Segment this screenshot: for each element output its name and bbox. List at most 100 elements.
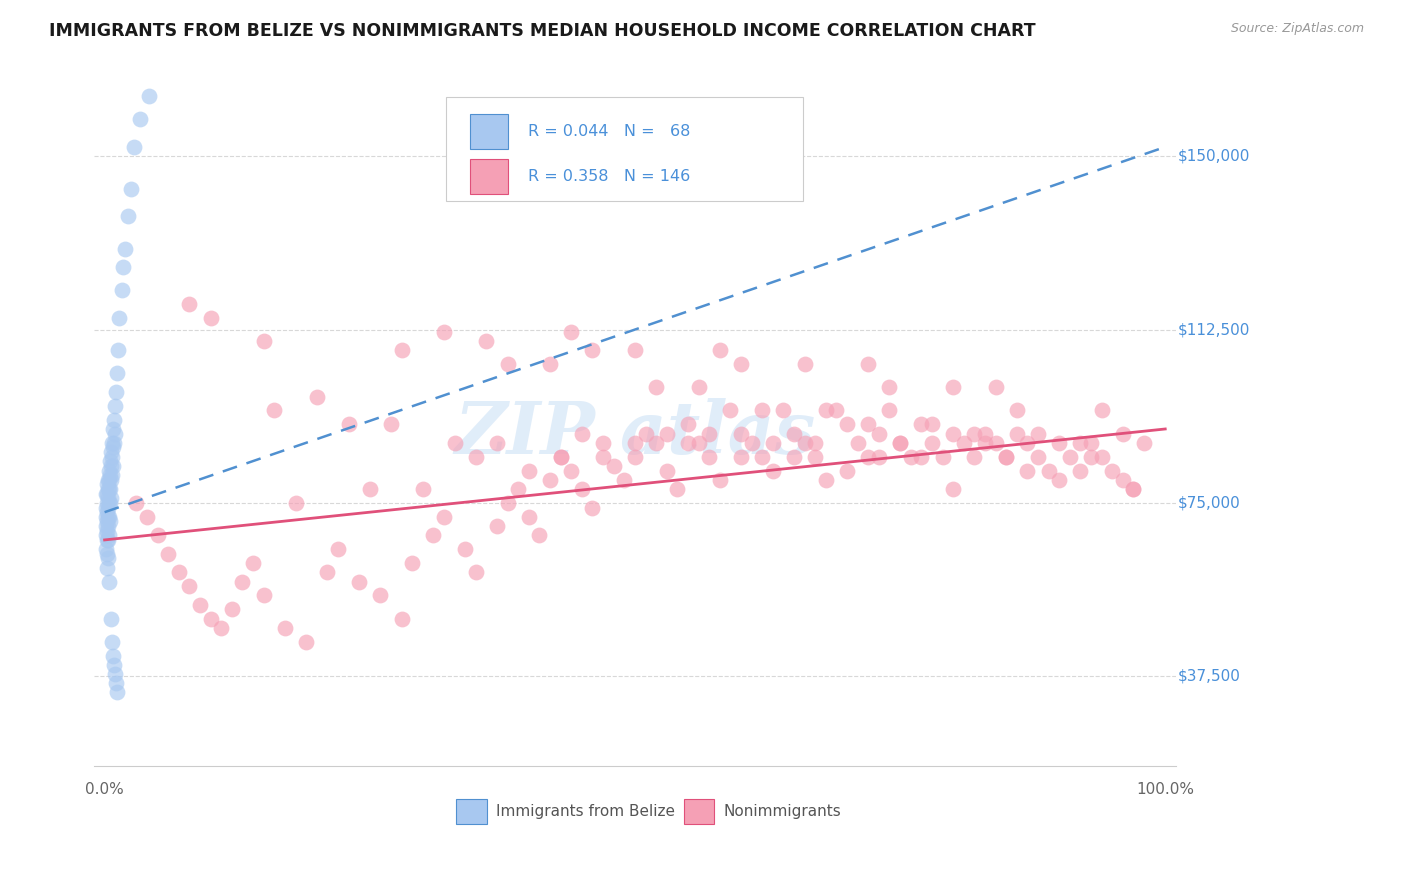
Point [100,458,122,473]
Point [105,367,128,381]
Point [634,426,657,441]
Point [1112,426,1135,441]
Text: $150,000: $150,000 [1178,149,1250,164]
Point [560,325,582,339]
Point [97,509,120,524]
Point [305,390,328,404]
Point [1047,473,1070,487]
Point [179,297,201,311]
Point [98,468,121,483]
Point [942,426,965,441]
Point [814,473,837,487]
Point [592,435,614,450]
Point [655,464,678,478]
Text: $37,500: $37,500 [1178,669,1241,684]
Point [101,648,124,663]
Point [94,509,117,524]
Point [868,450,890,464]
Point [433,509,456,524]
Point [688,435,710,450]
Point [101,441,124,455]
Point [858,450,880,464]
Point [751,450,773,464]
Point [128,112,150,127]
Point [200,611,222,625]
Point [401,556,423,570]
Point [138,89,160,103]
Point [517,509,540,524]
Point [433,325,456,339]
Point [111,260,134,275]
Point [97,482,120,496]
Point [188,598,211,612]
Text: ZIP atlas: ZIP atlas [454,398,815,469]
Point [645,435,668,450]
Point [104,426,127,441]
Point [100,445,122,459]
Point [1026,426,1049,441]
FancyBboxPatch shape [446,97,803,202]
Point [889,435,911,450]
Point [624,450,647,464]
Point [814,403,837,417]
Point [550,450,572,464]
Text: $112,500: $112,500 [1178,322,1250,337]
Point [995,450,1018,464]
Point [100,473,122,487]
Point [105,384,128,399]
Point [858,357,880,371]
Point [921,435,943,450]
Point [666,482,689,496]
Point [391,343,413,358]
Point [120,181,142,195]
Point [751,403,773,417]
Point [107,343,129,358]
Point [103,413,125,427]
Point [114,242,136,256]
Point [263,403,285,417]
Text: IMMIGRANTS FROM BELIZE VS NONIMMIGRANTS MEDIAN HOUSEHOLD INCOME CORRELATION CHAR: IMMIGRANTS FROM BELIZE VS NONIMMIGRANTS … [49,22,1036,40]
Point [1112,473,1135,487]
Point [101,468,124,483]
Point [97,574,120,589]
Point [560,464,582,478]
Point [96,505,118,519]
Point [952,435,974,450]
FancyBboxPatch shape [471,114,509,149]
Point [94,500,117,515]
Point [921,417,943,432]
Point [592,450,614,464]
Point [97,473,120,487]
Point [94,486,117,500]
Point [846,435,869,450]
Point [475,334,498,348]
Point [835,464,858,478]
Point [676,435,699,450]
Point [496,496,519,510]
Point [835,417,858,432]
Point [984,435,1007,450]
Point [825,403,848,417]
Point [96,560,118,574]
Point [879,403,901,417]
Point [105,685,128,699]
Point [730,357,752,371]
Point [879,380,901,394]
Point [984,380,1007,394]
Point [97,464,120,478]
Point [347,574,370,589]
Point [910,450,932,464]
Point [97,533,120,547]
Text: R = 0.044   N =   68: R = 0.044 N = 68 [527,124,690,139]
Point [1005,426,1028,441]
Point [464,450,486,464]
Text: Source: ZipAtlas.com: Source: ZipAtlas.com [1230,22,1364,36]
Point [486,435,509,450]
Point [697,450,720,464]
Point [571,426,593,441]
Point [422,528,444,542]
Point [858,417,880,432]
Point [101,435,124,450]
Point [529,528,551,542]
Point [1101,464,1123,478]
